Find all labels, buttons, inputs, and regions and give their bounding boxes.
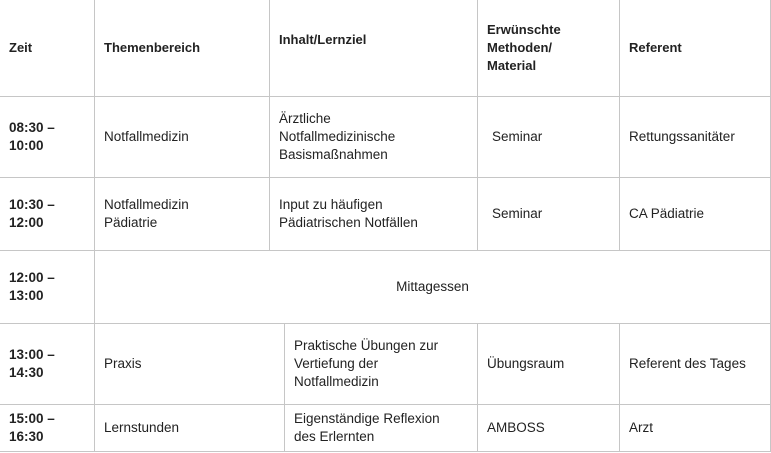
header-text: Zeit bbox=[9, 40, 33, 55]
header-methoden: Erwünschte Methoden/ Material bbox=[477, 0, 620, 97]
cell-text: Seminar bbox=[492, 206, 543, 221]
row5-thema: Lernstunden bbox=[94, 404, 285, 452]
row3-mittagessen: Mittagessen bbox=[94, 250, 771, 324]
row4-zeit: 13:00 – 14:30 bbox=[0, 323, 95, 405]
row2-inhalt: Input zu häufigen Pädiatrischen Notfälle… bbox=[269, 177, 478, 251]
row2-referent: CA Pädiatrie bbox=[619, 177, 771, 251]
cell-text: Rettungssanitäter bbox=[629, 129, 735, 144]
cell-text: AMBOSS bbox=[487, 420, 545, 435]
row2-methode: Seminar bbox=[477, 177, 620, 251]
row5-referent: Arzt bbox=[619, 404, 771, 452]
row2-zeit: 10:30 – 12:00 bbox=[0, 177, 95, 251]
cell-text: Praktische Übungen zur Vertiefung der No… bbox=[294, 338, 439, 389]
row4-referent: Referent des Tages bbox=[619, 323, 771, 405]
cell-text: Übungsraum bbox=[487, 356, 565, 371]
cell-text: Notfallmedizin bbox=[104, 129, 189, 144]
time-text: 10:30 – 12:00 bbox=[9, 197, 55, 230]
row1-referent: Rettungssanitäter bbox=[619, 96, 771, 178]
cell-text: Mittagessen bbox=[396, 279, 469, 294]
row4-thema: Praxis bbox=[94, 323, 285, 405]
cell-text: Referent des Tages bbox=[629, 356, 746, 371]
cell-text: Praxis bbox=[104, 356, 142, 371]
cell-text: Input zu häufigen Pädiatrischen Notfälle… bbox=[279, 197, 418, 230]
row2-thema: Notfallmedizin Pädiatrie bbox=[94, 177, 270, 251]
row1-inhalt: Ärztliche Notfallmedizinische Basismaßna… bbox=[269, 96, 478, 178]
cell-text: Ärztliche Notfallmedizinische Basismaßna… bbox=[279, 111, 396, 162]
cell-text: Lernstunden bbox=[104, 420, 180, 435]
time-text: 15:00 – 16:30 bbox=[9, 411, 55, 444]
row5-methode: AMBOSS bbox=[477, 404, 620, 452]
cell-text: Arzt bbox=[629, 420, 654, 435]
header-referent: Referent bbox=[619, 0, 771, 97]
cell-text: Notfallmedizin Pädiatrie bbox=[104, 197, 189, 230]
row1-thema: Notfallmedizin bbox=[94, 96, 270, 178]
header-inhalt: Inhalt/Lernziel bbox=[269, 0, 478, 97]
time-text: 08:30 – 10:00 bbox=[9, 120, 55, 153]
cell-text: Eigenständige Reflexion des Erlernten bbox=[294, 411, 440, 444]
header-zeit: Zeit bbox=[0, 0, 95, 97]
time-text: 12:00 – 13:00 bbox=[9, 270, 55, 303]
row5-zeit: 15:00 – 16:30 bbox=[0, 404, 95, 452]
header-themenbereich: Themenbereich bbox=[94, 0, 270, 97]
row4-inhalt: Praktische Übungen zur Vertiefung der No… bbox=[284, 323, 478, 405]
header-text: Themenbereich bbox=[104, 40, 201, 55]
header-text: Referent bbox=[629, 40, 682, 55]
time-text: 13:00 – 14:30 bbox=[9, 347, 55, 380]
row5-inhalt: Eigenständige Reflexion des Erlernten bbox=[284, 404, 478, 452]
header-text: Inhalt/Lernziel bbox=[279, 32, 367, 47]
cell-text: CA Pädiatrie bbox=[629, 206, 705, 221]
row1-methode: Seminar bbox=[477, 96, 620, 178]
cell-text: Seminar bbox=[492, 129, 543, 144]
row3-zeit: 12:00 – 13:00 bbox=[0, 250, 95, 324]
header-text: Erwünschte Methoden/ Material bbox=[487, 22, 561, 73]
row1-zeit: 08:30 – 10:00 bbox=[0, 96, 95, 178]
row4-methode: Übungsraum bbox=[477, 323, 620, 405]
